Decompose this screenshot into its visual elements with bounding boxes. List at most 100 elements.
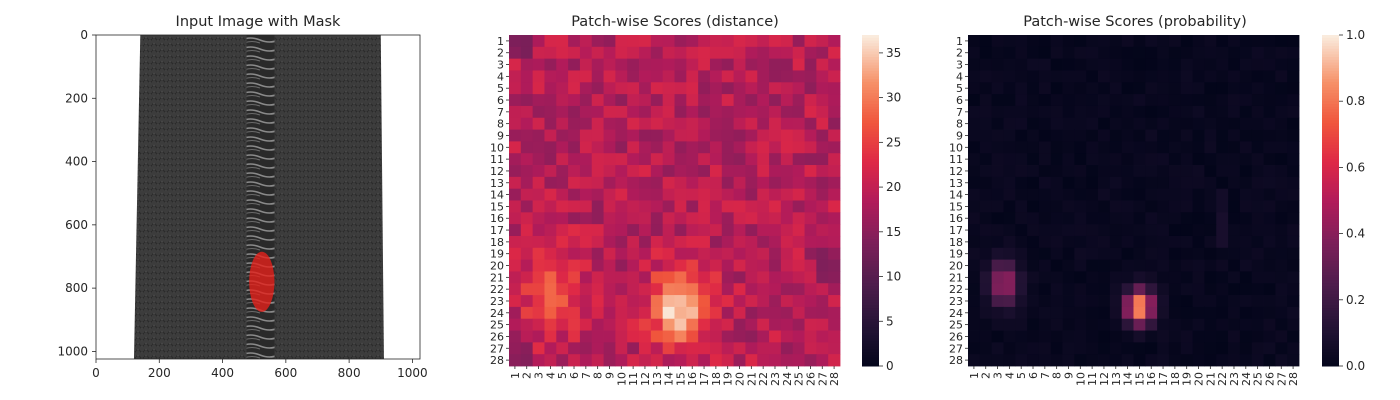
heatmap-cell (804, 70, 817, 83)
heatmap-cell (1098, 200, 1111, 213)
heatmap-cell (1180, 35, 1194, 48)
heatmap-cell (556, 129, 569, 142)
heatmap-cell (968, 70, 981, 83)
heatmap-cell (532, 165, 545, 178)
heatmap-cell (1015, 141, 1028, 154)
heatmap-cell (1251, 235, 1264, 249)
heatmap-cell (1157, 247, 1170, 261)
heatmap-cell (979, 141, 993, 154)
heatmap-cell (709, 82, 723, 95)
heatmap-cell (603, 176, 616, 190)
heatmap-cell (509, 141, 522, 154)
heatmap-cell (1168, 70, 1182, 83)
heatmap-cell (721, 153, 735, 166)
colorbar-segment (1322, 48, 1339, 53)
heatmap-cell (1109, 200, 1123, 213)
heatmap-cell (1121, 35, 1134, 48)
heatmap-cell (1050, 342, 1063, 355)
heatmap-cell (615, 129, 628, 142)
heatmap-cell (603, 94, 616, 107)
heatmap-cell (709, 271, 723, 284)
heatmap-cell (544, 117, 557, 130)
heatmap-cell (1251, 318, 1264, 331)
heatmap-cell (979, 235, 993, 249)
heatmap-cell (579, 212, 593, 225)
heatmap-cell (979, 295, 993, 308)
col-label: 4 (1003, 372, 1016, 379)
heatmap-cell (603, 117, 616, 130)
heatmap-cell (520, 295, 534, 308)
colorbar-segment (1322, 134, 1339, 138)
heatmap-cell (698, 153, 711, 166)
heatmap-cell (721, 235, 735, 249)
heatmap-cell (1109, 259, 1123, 272)
col-label: 6 (568, 372, 581, 379)
colorbar-segment (1322, 244, 1339, 248)
heatmap-cell (1027, 35, 1040, 48)
heatmap-cell (1109, 342, 1123, 355)
heatmap-cell (674, 283, 687, 296)
heatmap-cell (520, 82, 534, 95)
colorbar-segment (862, 170, 879, 174)
heatmap-cell (627, 283, 640, 296)
colorbar-segment (1322, 283, 1339, 287)
colorbar-segment (1322, 239, 1339, 243)
heatmap-cell (509, 58, 522, 71)
heatmap-cell (1121, 141, 1134, 154)
heatmap-cell (1062, 46, 1075, 60)
colorbar-segment (1322, 51, 1339, 55)
defect-mask (249, 251, 275, 312)
heatmap-cell (816, 94, 829, 107)
heatmap-cell (520, 105, 534, 119)
heatmap-cell (1109, 153, 1123, 166)
y-tick-label: 0 (80, 28, 88, 42)
heatmap-cell (556, 117, 569, 130)
heatmap-cell (1038, 354, 1052, 367)
heatmap-cell (757, 58, 770, 71)
heatmap-cell (1003, 283, 1016, 296)
heatmap-cell (816, 330, 829, 343)
heatmap-cell (769, 165, 782, 178)
heatmap-cell (721, 247, 735, 261)
heatmap-cell (733, 70, 746, 83)
colorbar-segment (862, 161, 879, 166)
col-label: 15 (1133, 372, 1146, 386)
heatmap-cell (1204, 271, 1217, 284)
heatmap-cell (1038, 141, 1052, 154)
heatmap-cell (698, 165, 711, 178)
heatmap-cell (792, 165, 805, 178)
heatmap-cell (591, 295, 604, 308)
heatmap-cell (532, 200, 545, 213)
heatmap-cell (1228, 165, 1241, 178)
heatmap-cell (579, 82, 593, 95)
heatmap-cell (639, 94, 652, 107)
colorbar-segment (862, 299, 879, 304)
heatmap-cell (698, 342, 711, 355)
heatmap-cell (1180, 318, 1194, 331)
colorbar-segment (862, 114, 879, 119)
heatmap-cell (1050, 105, 1063, 119)
colorbar-segment (1322, 310, 1339, 315)
heatmap-cell (1263, 82, 1276, 95)
heatmap-cell (591, 46, 604, 60)
heatmap-cell (1133, 271, 1146, 284)
heatmap-cell (1145, 342, 1158, 355)
heatmap-cell (792, 176, 805, 190)
heatmap-cell (780, 224, 794, 237)
heatmap-cell (780, 235, 794, 249)
heatmap-cell (1015, 176, 1028, 190)
heatmap-cell (1251, 35, 1264, 48)
heatmap-cell (627, 153, 640, 166)
heatmap-cell (1228, 153, 1241, 166)
heatmap-cell (650, 176, 664, 190)
heatmap-cell (1168, 153, 1182, 166)
heatmap-cell (1239, 188, 1253, 201)
heatmap-cell (991, 70, 1004, 83)
heatmap-cell (1204, 318, 1217, 331)
heatmap-cell (1145, 153, 1158, 166)
heatmap-cell (1263, 354, 1276, 367)
heatmap-cell (568, 46, 581, 60)
heatmap-cell (769, 306, 782, 320)
heatmap-cell (968, 141, 981, 154)
heatmap-cell (745, 176, 758, 190)
